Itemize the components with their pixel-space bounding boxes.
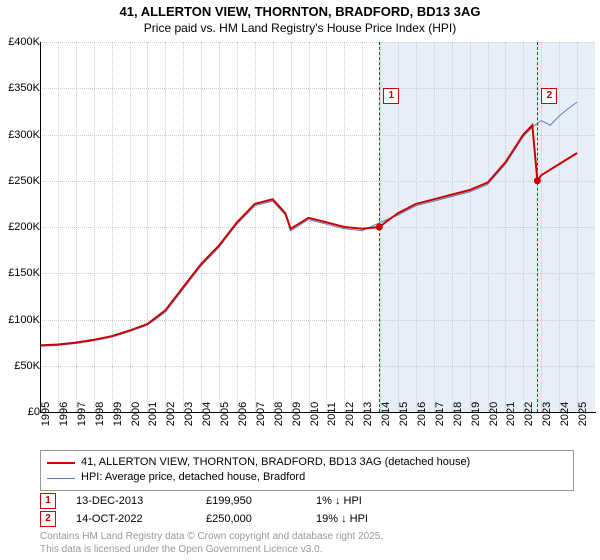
y-tick-label: £200K [8,221,40,233]
x-tick-label: 2004 [201,402,213,426]
x-tick-label: 2011 [326,402,338,426]
x-tick-label: 1998 [94,402,106,426]
legend: 41, ALLERTON VIEW, THORNTON, BRADFORD, B… [40,450,574,491]
x-tick-label: 2007 [255,402,267,426]
x-tick-label: 2003 [183,402,195,426]
legend-label: HPI: Average price, detached house, Brad… [81,470,305,485]
x-tick-label: 2020 [488,402,500,426]
legend-swatch-blue [47,478,75,479]
y-tick-label: £0 [28,406,40,418]
y-tick-label: £300K [8,129,40,141]
x-tick-label: 2018 [452,402,464,426]
x-tick-label: 2019 [470,402,482,426]
x-tick-label: 1999 [112,402,124,426]
x-tick-label: 1995 [40,402,52,426]
sale-vs-hpi: 19% ↓ HPI [316,513,436,525]
x-tick-label: 2001 [147,402,159,426]
x-tick-label: 2015 [398,402,410,426]
x-tick-label: 2025 [577,402,589,426]
y-tick-label: £50K [14,360,40,372]
sale-price: £199,950 [206,495,296,507]
chart-container: 41, ALLERTON VIEW, THORNTON, BRADFORD, B… [0,0,600,560]
y-tick-label: £100K [8,314,40,326]
x-tick-label: 2000 [130,402,142,426]
series-hpi [40,102,577,346]
legend-item-property: 41, ALLERTON VIEW, THORNTON, BRADFORD, B… [47,455,567,470]
chart-title: 41, ALLERTON VIEW, THORNTON, BRADFORD, B… [0,0,600,21]
x-tick-label: 2016 [416,402,428,426]
x-tick-label: 2006 [237,402,249,426]
x-tick-label: 1997 [76,402,88,426]
x-tick-label: 2005 [219,402,231,426]
y-tick-label: £150K [8,267,40,279]
y-tick-label: £350K [8,82,40,94]
sale-vs-hpi: 1% ↓ HPI [316,495,436,507]
sale-date: 14-OCT-2022 [76,513,186,525]
legend-item-hpi: HPI: Average price, detached house, Brad… [47,470,567,485]
sale-records: 1 13-DEC-2013 £199,950 1% ↓ HPI 2 14-OCT… [40,492,580,528]
sale-price: £250,000 [206,513,296,525]
sale-record-1: 1 13-DEC-2013 £199,950 1% ↓ HPI [40,492,580,510]
x-tick-label: 2008 [273,402,285,426]
chart-marker-1: 1 [383,88,399,104]
y-tick-label: £250K [8,175,40,187]
sale-date: 13-DEC-2013 [76,495,186,507]
chart-subtitle: Price paid vs. HM Land Registry's House … [0,21,600,37]
x-tick-label: 2024 [559,402,571,426]
x-tick-label: 2014 [380,402,392,426]
x-tick-label: 2012 [344,402,356,426]
x-tick-label: 2009 [291,402,303,426]
x-tick-label: 2010 [309,402,321,426]
legend-label: 41, ALLERTON VIEW, THORNTON, BRADFORD, B… [81,455,470,470]
copyright-line1: Contains HM Land Registry data © Crown c… [40,530,383,543]
series-property [40,125,577,345]
x-tick-label: 2002 [165,402,177,426]
x-tick-label: 2023 [541,402,553,426]
x-tick-label: 2013 [362,402,374,426]
x-tick-label: 2021 [505,402,517,426]
copyright: Contains HM Land Registry data © Crown c… [40,530,383,556]
x-tick-label: 2017 [434,402,446,426]
chart-marker-2: 2 [541,88,557,104]
marker-badge: 1 [40,493,56,509]
y-tick-label: £400K [8,36,40,48]
legend-swatch-red [47,462,75,464]
copyright-line2: This data is licensed under the Open Gov… [40,543,383,556]
x-tick-label: 1996 [58,402,70,426]
x-tick-label: 2022 [523,402,535,426]
plot-area [40,42,595,412]
marker-badge: 2 [40,511,56,527]
sale-record-2: 2 14-OCT-2022 £250,000 19% ↓ HPI [40,510,580,528]
